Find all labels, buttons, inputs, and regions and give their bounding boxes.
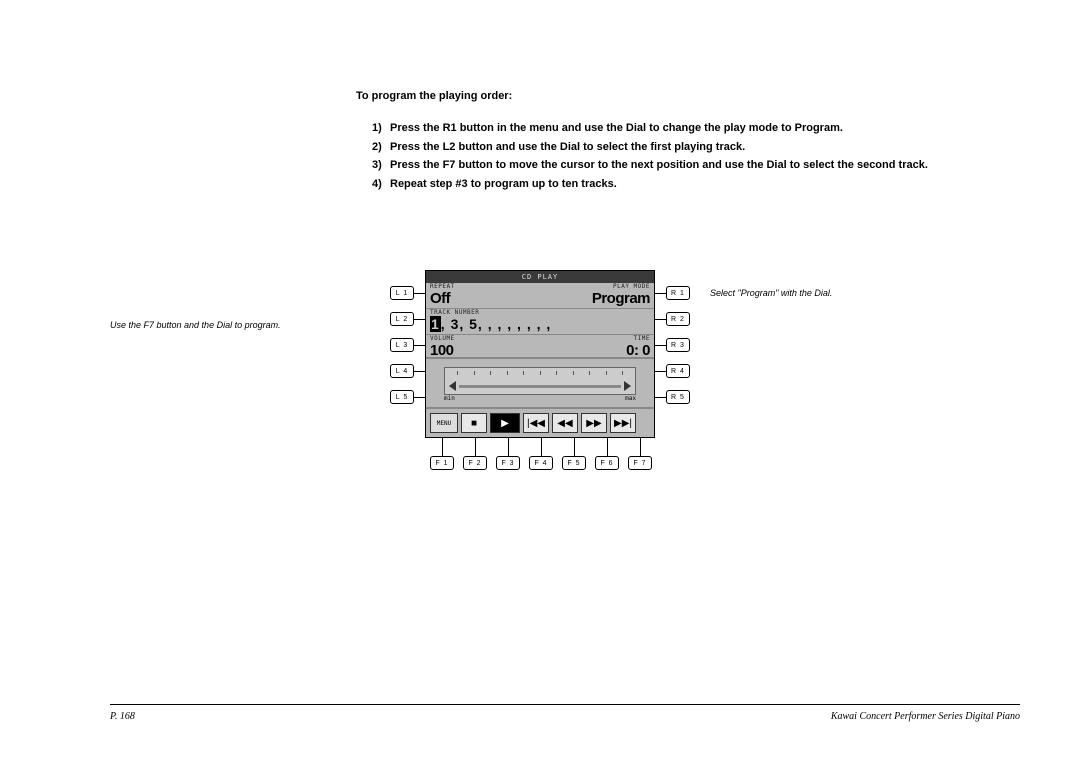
- stop-button[interactable]: ■: [461, 413, 487, 433]
- step-item: 4)Repeat step #3 to program up to ten tr…: [372, 176, 980, 193]
- rewind-button[interactable]: ◀◀: [552, 413, 578, 433]
- step-item: 3)Press the F7 button to move the cursor…: [372, 157, 980, 174]
- transport-controls: MENU ■ ▶ |◀◀ ◀◀ ▶▶ ▶▶|: [426, 407, 654, 437]
- playmode-label: PLAY MODE: [544, 283, 650, 290]
- l4-button[interactable]: L 4: [390, 364, 414, 378]
- track-label: TRACK NUMBER: [430, 309, 650, 316]
- l1-button[interactable]: L 1: [390, 286, 414, 300]
- r3-button[interactable]: R 3: [666, 338, 690, 352]
- l2-button[interactable]: L 2: [390, 312, 414, 326]
- time-label: TIME: [544, 335, 650, 342]
- caption-right: Select "Program" with the Dial.: [710, 288, 910, 298]
- time-cell: TIME 0: 0: [540, 335, 654, 358]
- r5-button[interactable]: R 5: [666, 390, 690, 404]
- steps-list: 1)Press the R1 button in the menu and us…: [372, 120, 980, 192]
- min-label: min: [444, 395, 455, 402]
- playmode-cell: PLAY MODE Program: [540, 283, 654, 309]
- r2-button[interactable]: R 2: [666, 312, 690, 326]
- f7-button[interactable]: F 7: [628, 456, 652, 470]
- f5-button[interactable]: F 5: [562, 456, 586, 470]
- repeat-label: REPEAT: [430, 283, 536, 290]
- slider-area: min max: [426, 359, 654, 407]
- track-values: 1, 3, 5, , , , , , , ,: [430, 316, 551, 332]
- r4-button[interactable]: R 4: [666, 364, 690, 378]
- page-content: To program the playing order: 1)Press th…: [110, 90, 980, 194]
- repeat-cell: REPEAT Off: [426, 283, 540, 309]
- caption-left: Use the F7 button and the Dial to progra…: [110, 320, 320, 330]
- next-track-button[interactable]: ▶▶|: [610, 413, 636, 433]
- page-number: P. 168: [110, 711, 135, 722]
- lcd-screen: CD PLAY REPEAT Off PLAY MODE Program TRA…: [425, 270, 655, 438]
- play-button[interactable]: ▶: [490, 413, 520, 433]
- footer-title: Kawai Concert Performer Series Digital P…: [831, 711, 1020, 722]
- prev-track-button[interactable]: |◀◀: [523, 413, 549, 433]
- l5-button[interactable]: L 5: [390, 390, 414, 404]
- slider-bar: [459, 385, 621, 388]
- volume-cell: VOLUME 100: [426, 335, 540, 358]
- max-label: max: [625, 395, 636, 402]
- step-item: 1)Press the R1 button in the menu and us…: [372, 120, 980, 137]
- f6-button[interactable]: F 6: [595, 456, 619, 470]
- f2-button[interactable]: F 2: [463, 456, 487, 470]
- slider-left-icon: [449, 381, 456, 391]
- volume-slider[interactable]: [444, 367, 636, 395]
- r1-button[interactable]: R 1: [666, 286, 690, 300]
- f1-button[interactable]: F 1: [430, 456, 454, 470]
- playmode-value: Program: [592, 290, 650, 307]
- time-value: 0: 0: [626, 342, 650, 359]
- track-row: TRACK NUMBER 1, 3, 5, , , , , , , ,: [426, 309, 654, 335]
- lcd-title: CD PLAY: [426, 271, 654, 283]
- forward-button[interactable]: ▶▶: [581, 413, 607, 433]
- section-title: To program the playing order:: [356, 90, 980, 102]
- slider-right-icon: [624, 381, 631, 391]
- f3-button[interactable]: F 3: [496, 456, 520, 470]
- volume-value: 100: [430, 342, 454, 359]
- menu-button[interactable]: MENU: [430, 413, 458, 433]
- step-item: 2)Press the L2 button and use the Dial t…: [372, 139, 980, 156]
- repeat-value: Off: [430, 290, 450, 307]
- volume-label: VOLUME: [430, 335, 536, 342]
- f4-button[interactable]: F 4: [529, 456, 553, 470]
- figure-area: Use the F7 button and the Dial to progra…: [110, 230, 980, 470]
- l3-button[interactable]: L 3: [390, 338, 414, 352]
- page-footer: P. 168 Kawai Concert Performer Series Di…: [110, 704, 1020, 722]
